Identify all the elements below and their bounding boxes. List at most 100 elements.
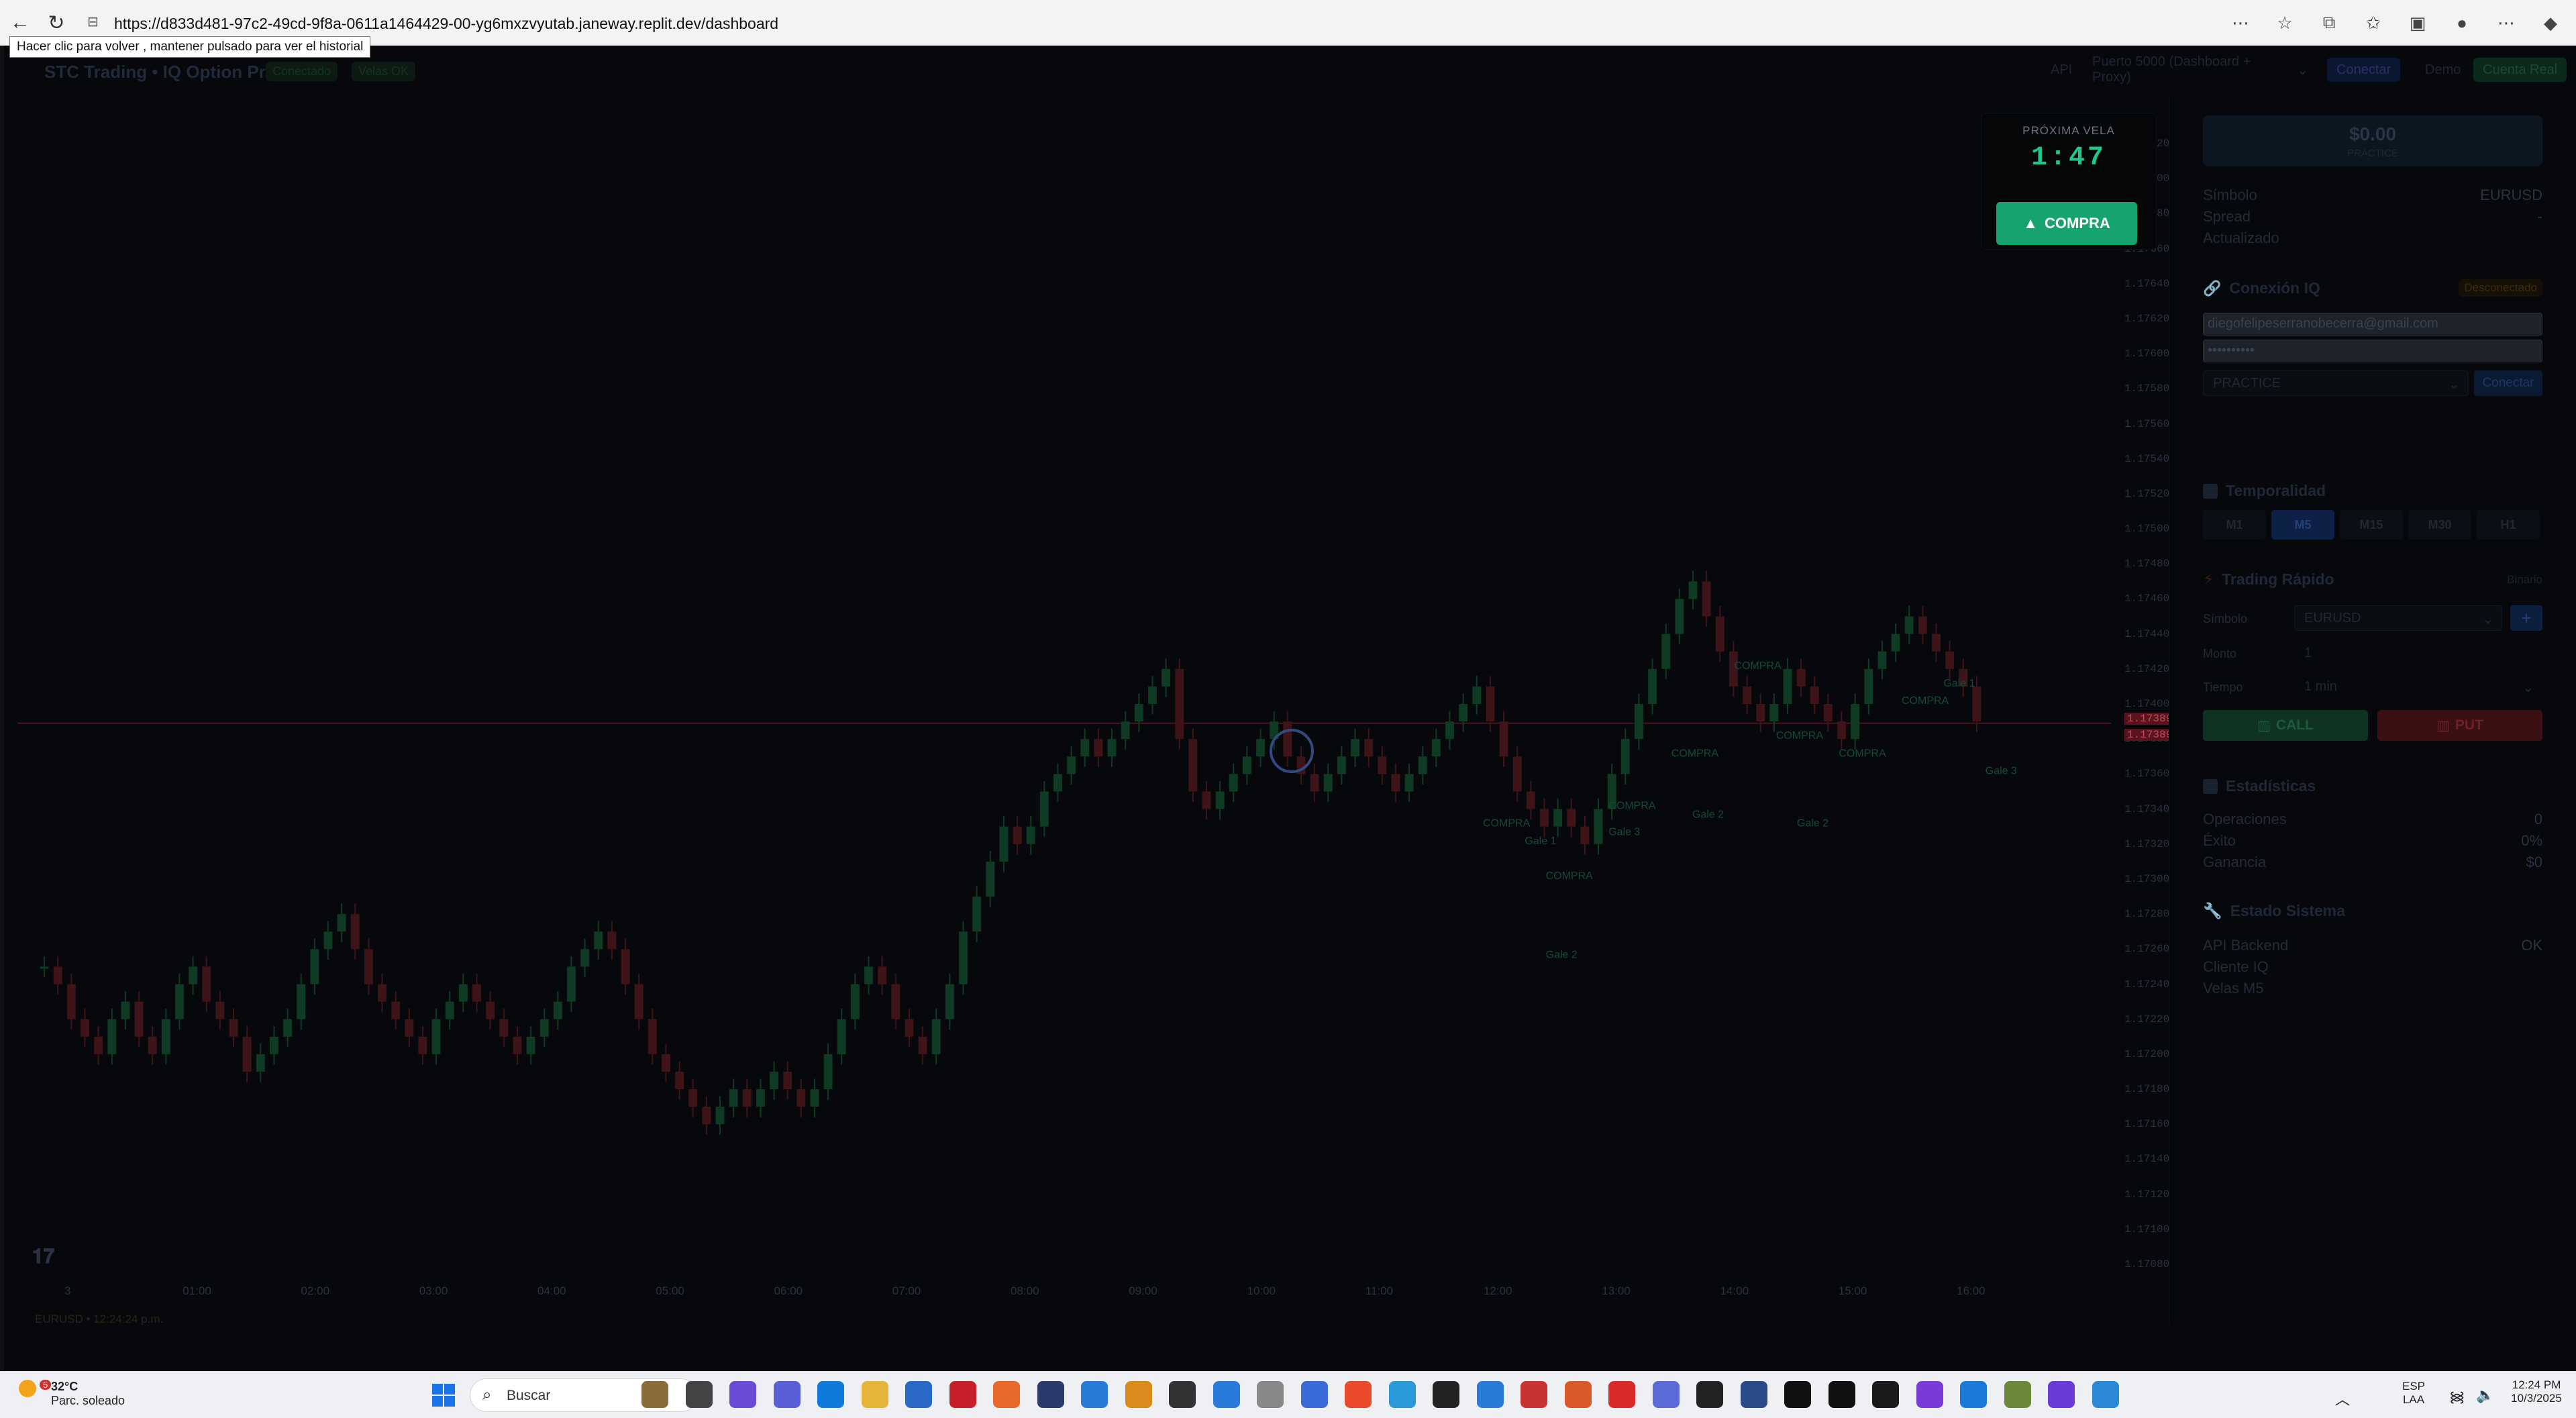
candle — [431, 1019, 441, 1054]
real-account-button[interactable]: Cuenta Real — [2473, 58, 2567, 82]
port-select[interactable]: Puerto 5000 (Dashboard + Proxy) ⌄ — [2083, 54, 2318, 85]
info-row-symbol: Símbolo EURUSD — [2203, 187, 2542, 204]
taskbar-app-icon[interactable] — [1169, 1381, 1196, 1408]
password-field[interactable]: •••••••••• — [2203, 340, 2542, 362]
taskbar-app-icon[interactable] — [685, 1381, 713, 1408]
taskbar-app-icon[interactable] — [641, 1381, 668, 1408]
taskbar-app-icon[interactable] — [1696, 1381, 1723, 1408]
signal-annotation: COMPRA — [1839, 748, 1886, 759]
timeframe-m30[interactable]: M30 — [2408, 510, 2471, 540]
price-chart[interactable]: COMPRA Gale 1 COMPRA Gale 2 COMPRA Gale 3 COMP… — [17, 97, 2175, 1325]
taskbar-app-icon[interactable] — [1125, 1381, 1152, 1408]
iq-connect-button[interactable]: Conectar — [2474, 370, 2542, 396]
candle — [269, 1036, 278, 1054]
taskbar-app-icon[interactable] — [1213, 1381, 1240, 1408]
info-key: Símbolo — [2203, 187, 2257, 203]
profile-avatar-icon[interactable]: ● — [2457, 12, 2467, 33]
stats-value: 0 — [2534, 811, 2542, 827]
taskbar-app-icon[interactable] — [949, 1381, 976, 1408]
timeframe-m15[interactable]: M15 — [2340, 510, 2403, 540]
chevron-down-icon: ⌄ — [2482, 612, 2493, 627]
connection-badge: Conectado — [266, 62, 338, 81]
taskbar-app-icon[interactable] — [2004, 1381, 2031, 1408]
timeframe-m5[interactable]: M5 — [2271, 510, 2334, 540]
candle — [337, 914, 346, 932]
taskbar-app-icon[interactable] — [1433, 1381, 1459, 1408]
show-hidden-icons-icon[interactable]: ︿ — [2335, 1391, 2351, 1408]
taskbar-app-icon[interactable] — [1916, 1381, 1943, 1408]
put-button[interactable]: ▥ PUT — [2377, 710, 2542, 741]
signal-annotation: Gale 2 — [1692, 809, 1724, 821]
header-connect-button[interactable]: Conectar — [2327, 58, 2401, 82]
windows-start-icon[interactable] — [432, 1384, 455, 1407]
call-button[interactable]: ▥ CALL — [2203, 710, 2368, 741]
volume-icon[interactable]: 🔈 — [2476, 1386, 2495, 1403]
taskbar-app-icon[interactable] — [1652, 1381, 1680, 1408]
taskbar-app-icon[interactable] — [1081, 1381, 1108, 1408]
tradingview-logo-icon[interactable]: 𝟏𝟕 — [32, 1246, 55, 1268]
candlestick-chart[interactable]: COMPRA Gale 1 COMPRA Gale 2 COMPRA Gale 3 COMP… — [17, 97, 2111, 1264]
taskbar-app-icon[interactable] — [2092, 1381, 2119, 1408]
taskbar-app-icon[interactable] — [993, 1381, 1020, 1408]
back-icon[interactable]: ← — [10, 11, 30, 34]
amount-input[interactable]: 1 — [2304, 646, 2312, 660]
collections-icon[interactable]: ▣ — [2409, 12, 2426, 33]
weather-widget[interactable]: 5 32°C Parc. soleado — [19, 1380, 125, 1407]
favorites-icon[interactable]: ✩ — [2366, 12, 2381, 33]
taskbar-app-icon[interactable] — [1300, 1381, 1328, 1408]
timeframe-m1[interactable]: M1 — [2203, 510, 2266, 540]
price-tick: 1.17480 — [2124, 558, 2170, 570]
address-bar[interactable]: https://d833d481-97c2-49cd-9f8a-0611a146… — [114, 15, 779, 32]
taskbar-app-icon[interactable] — [861, 1381, 888, 1408]
buy-signal-button[interactable]: ▲ COMPRA — [1996, 202, 2137, 245]
clock[interactable]: 12:24 PM 10/3/2025 — [2503, 1378, 2570, 1405]
info-value: - — [2537, 208, 2542, 225]
info-key: Spread — [2203, 208, 2251, 225]
candle — [513, 1036, 522, 1054]
reload-icon[interactable]: ↻ — [48, 11, 65, 34]
time-tick: 15:00 — [1838, 1284, 1867, 1297]
candle — [1851, 704, 1860, 740]
taskbar-app-icon[interactable] — [2048, 1381, 2075, 1408]
taskbar-app-icon[interactable] — [1872, 1381, 1899, 1408]
taskbar-app-icon[interactable] — [1037, 1381, 1064, 1408]
reader-icon[interactable]: ⋯ — [2232, 12, 2249, 33]
taskbar-app-icon[interactable] — [1608, 1381, 1635, 1408]
chart-icon — [2203, 778, 2218, 794]
time-tick: 12:00 — [1484, 1284, 1512, 1297]
candle — [1729, 651, 1738, 687]
taskbar-app-icon[interactable] — [817, 1381, 844, 1408]
taskbar-app-icon[interactable] — [1345, 1381, 1372, 1408]
taskbar-app-icon[interactable] — [773, 1381, 801, 1408]
more-options-icon[interactable]: ⋯ — [2497, 12, 2515, 33]
account-mode-select[interactable]: PRACTICE ⌄ — [2203, 370, 2469, 396]
taskbar-app-icon[interactable] — [1784, 1381, 1811, 1408]
taskbar-app-icon[interactable] — [1960, 1381, 1987, 1408]
add-symbol-button[interactable]: + — [2510, 605, 2542, 631]
wifi-icon[interactable]: ᯼ — [2449, 1388, 2465, 1405]
weather-desc: Parc. soleado — [51, 1394, 125, 1407]
input-language[interactable]: ESP LAA — [2402, 1380, 2425, 1407]
candle — [810, 1089, 819, 1107]
site-info-icon[interactable]: ⊟ — [87, 15, 99, 30]
stats-row-success: Éxito 0% — [2203, 832, 2542, 850]
taskbar-app-icon[interactable] — [1828, 1381, 1855, 1408]
taskbar-app-icon[interactable] — [1388, 1381, 1416, 1408]
extensions-icon[interactable]: ⧉ — [2322, 12, 2336, 32]
demo-button[interactable]: Demo — [2425, 62, 2461, 77]
timeframe-h1[interactable]: H1 — [2477, 510, 2540, 540]
email-field[interactable]: diegofelipeserranobecerra@gmail.com — [2203, 313, 2542, 336]
quick-symbol-select[interactable]: EURUSD ⌄ — [2294, 605, 2502, 631]
taskbar-app-icon[interactable] — [905, 1381, 932, 1408]
price-tick: 1.17580 — [2124, 383, 2170, 395]
expiry-select[interactable]: 1 min ⌄ — [2294, 674, 2542, 699]
favorite-star-icon[interactable]: ☆ — [2277, 12, 2293, 33]
taskbar-app-icon[interactable] — [1740, 1381, 1767, 1408]
taskbar-app-icon[interactable] — [1257, 1381, 1284, 1408]
copilot-icon[interactable]: ◆ — [2544, 12, 2557, 33]
link-icon: 🔗 — [2203, 279, 2222, 297]
taskbar-app-icon[interactable] — [1564, 1381, 1592, 1408]
taskbar-app-icon[interactable] — [1521, 1381, 1547, 1408]
taskbar-app-icon[interactable] — [1476, 1381, 1504, 1408]
taskbar-app-icon[interactable] — [729, 1381, 756, 1408]
